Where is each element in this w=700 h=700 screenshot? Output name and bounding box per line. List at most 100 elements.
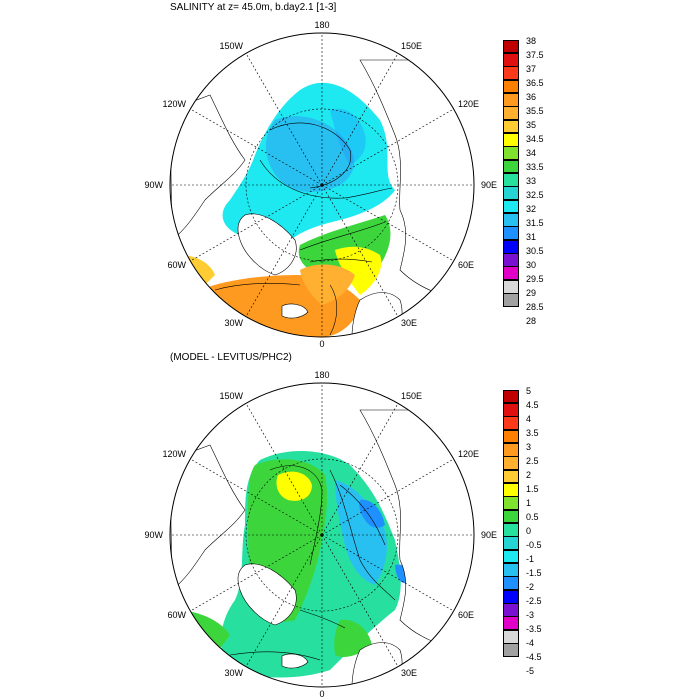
colorbar-swatch (503, 79, 519, 94)
colorbar-swatch (503, 172, 519, 187)
colorbar-swatch (503, 159, 519, 174)
colorbar-label: 32 (526, 204, 537, 214)
colorbar-label: 3.5 (526, 428, 539, 438)
iceland-landmass (281, 303, 309, 319)
colorbar-label: 38 (526, 36, 537, 46)
colorbar-swatch (503, 146, 519, 161)
colorbar-label: 0.5 (526, 512, 539, 522)
colorbar-label: 37 (526, 64, 537, 74)
difference-field (359, 499, 385, 528)
colorbar-label: 36 (526, 92, 537, 102)
colorbar (503, 39, 519, 307)
meridian-label: 60E (458, 260, 474, 270)
meridian-label: 90E (481, 180, 497, 190)
colorbar-label: 0 (526, 526, 532, 536)
colorbar-swatch (503, 199, 519, 214)
colorbar-swatch (503, 456, 519, 471)
meridian-label: 150E (401, 41, 422, 51)
colorbar-swatch (503, 496, 519, 511)
colorbar-label: 4 (526, 414, 532, 424)
colorbar-label: 31.5 (526, 218, 544, 228)
colorbar-label: -0.5 (526, 540, 542, 550)
colorbar-label: 1.5 (526, 484, 539, 494)
meridian-label: 60W (167, 260, 186, 270)
colorbar-swatch (503, 239, 519, 254)
colorbar-swatch (503, 389, 519, 404)
colorbar-label: 34.5 (526, 134, 544, 144)
colorbar-label: 33.5 (526, 162, 544, 172)
meridian-label: 30W (224, 318, 243, 328)
colorbar-swatch (503, 629, 519, 644)
colorbar-swatch (503, 589, 519, 604)
colorbar-label: 5 (526, 386, 532, 396)
colorbar-swatch (503, 119, 519, 134)
meridian-label: 120E (458, 449, 479, 459)
colorbar-label: 1 (526, 498, 532, 508)
colorbar-label: 2.5 (526, 456, 539, 466)
colorbar-swatch (503, 92, 519, 107)
colorbar-label: -5 (526, 666, 535, 676)
panel-title: SALINITY at z= 45.0m, b.day2.1 [1-3] (170, 2, 337, 13)
canada-landmass (170, 444, 246, 591)
polar-map: 180 150E 120E 90E 60E 30E 0 30W 60W 90W … (144, 370, 497, 699)
greenland-landmass (237, 563, 297, 626)
colorbar-label: 30 (526, 260, 537, 270)
colorbar-label: 29 (526, 288, 537, 298)
colorbar-swatch (503, 106, 519, 121)
colorbar-swatch (503, 603, 519, 617)
colorbar-label: -3.5 (526, 624, 542, 634)
panel-title: (MODEL - LEVITUS/PHC2) (170, 352, 292, 363)
colorbar-swatch (503, 509, 519, 524)
colorbar-swatch (503, 226, 519, 241)
colorbar-swatch (503, 52, 519, 67)
colorbar-label: 37.5 (526, 50, 544, 60)
colorbar-label: -1.5 (526, 568, 542, 578)
colorbar-swatch (503, 549, 519, 564)
colorbar-swatch (503, 66, 519, 81)
colorbar-label: 28 (526, 316, 537, 326)
meridian-label: 150E (401, 391, 422, 401)
colorbar-swatch (503, 442, 519, 457)
meridian-label: 90E (481, 530, 497, 540)
meridian-label: 150W (219, 391, 243, 401)
colorbar-label: -2.5 (526, 596, 542, 606)
colorbar-swatch (503, 186, 519, 201)
colorbar-label: 32.5 (526, 190, 544, 200)
salinity-map-panel: SALINITY at z= 45.0m, b.day2.1 [1-3] (144, 2, 544, 349)
colorbar-swatch (503, 279, 519, 294)
meridian-label: 120W (162, 99, 186, 109)
colorbar-label: 2 (526, 470, 532, 480)
colorbar-swatch (503, 253, 519, 267)
meridian-label: 30W (224, 668, 243, 678)
colorbar-label: 35.5 (526, 106, 544, 116)
colorbar-label: 36.5 (526, 78, 544, 88)
meridian-label: 90W (144, 530, 163, 540)
colorbar-swatch (503, 522, 519, 537)
meridian-label: 150W (219, 41, 243, 51)
meridian-label: 180 (314, 20, 329, 30)
difference-field (334, 619, 372, 657)
colorbar-swatch (503, 39, 519, 54)
colorbar-label: -2 (526, 582, 535, 592)
colorbar-swatch (503, 576, 519, 591)
colorbar-swatch (503, 482, 519, 497)
colorbar-label: 28.5 (526, 302, 544, 312)
colorbar (503, 389, 519, 657)
salinity-field (330, 108, 366, 165)
meridian-label: 0 (319, 689, 324, 699)
meridian-label: 30E (401, 668, 417, 678)
colorbar-label: -4 (526, 638, 535, 648)
difference-field (276, 471, 312, 501)
meridian-label: 30E (401, 318, 417, 328)
difference-field (335, 480, 387, 585)
colorbar-label: -3 (526, 610, 535, 620)
salinity-field (265, 116, 355, 192)
colorbar-label: 35 (526, 120, 537, 130)
colorbar-swatch (503, 616, 519, 631)
meridian-label: 120W (162, 449, 186, 459)
meridian-label: 60E (458, 610, 474, 620)
colorbar-label: 31 (526, 232, 537, 242)
colorbar-label: 34 (526, 148, 537, 158)
colorbar-swatch (503, 429, 519, 444)
colorbar-swatch (503, 132, 519, 147)
